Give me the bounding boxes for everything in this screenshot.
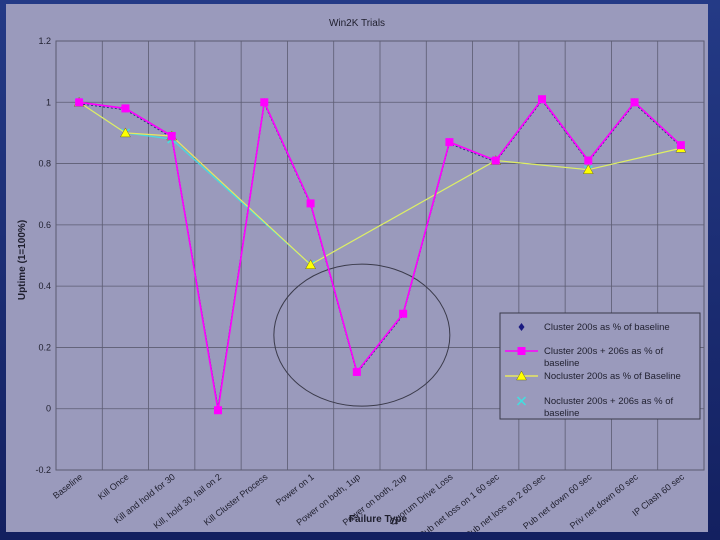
data-point-square bbox=[399, 309, 408, 318]
data-point-square bbox=[491, 156, 500, 165]
legend-entry-label: Nocluster 200s + 206s as % of bbox=[544, 396, 673, 407]
data-point-x bbox=[516, 396, 527, 406]
legend-entry-label: Cluster 200s + 206s as % of bbox=[544, 346, 663, 357]
data-point-square bbox=[121, 104, 130, 113]
data-point-square bbox=[306, 199, 315, 208]
data-point-square bbox=[75, 98, 84, 107]
y-tick-label: 1 bbox=[46, 97, 51, 107]
data-point-square bbox=[167, 131, 176, 140]
data-point-triangle bbox=[120, 127, 131, 138]
highlight-ellipse bbox=[273, 263, 451, 407]
y-tick-label: 0.8 bbox=[38, 159, 51, 169]
legend: Cluster 200s as % of baseline Cluster 200… bbox=[499, 312, 701, 420]
data-point-diamond bbox=[518, 323, 525, 331]
data-point-square bbox=[445, 138, 454, 147]
legend-entry-label: Cluster 200s as % of baseline bbox=[544, 322, 670, 333]
y-tick-label: 0.6 bbox=[38, 220, 51, 230]
series-line bbox=[79, 97, 682, 411]
data-point-square bbox=[538, 95, 546, 104]
x-axis-title: Failure Type bbox=[349, 514, 408, 525]
y-axis-title: Uptime (1=100%) bbox=[17, 220, 28, 300]
data-point-square bbox=[630, 98, 639, 107]
legend-entry-label: Nocluster 200s as % of Baseline bbox=[544, 371, 681, 382]
data-point-square bbox=[584, 156, 593, 165]
data-point-square bbox=[352, 367, 361, 376]
y-tick-label: 1.2 bbox=[38, 36, 51, 46]
legend-entry-label: baseline bbox=[544, 358, 579, 369]
y-tick-label: 0.2 bbox=[38, 342, 51, 352]
data-point-square bbox=[517, 347, 526, 355]
legend-box bbox=[499, 312, 701, 420]
y-tick-label: 0.4 bbox=[38, 281, 51, 291]
data-point-triangle bbox=[582, 164, 594, 174]
legend-entry-label: baseline bbox=[544, 408, 579, 419]
series-1 bbox=[75, 95, 685, 415]
data-point-square bbox=[260, 98, 269, 107]
data-point-triangle bbox=[305, 259, 316, 269]
y-tick-label: 0 bbox=[46, 404, 51, 414]
chart-title: Win2K Trials bbox=[329, 18, 385, 29]
uptime-line-chart: Win2K Trials -0.200.20.40.60.811.2 Basel… bbox=[6, 4, 708, 532]
data-point-square bbox=[214, 406, 222, 415]
data-point-square bbox=[676, 141, 685, 150]
data-point-triangle bbox=[516, 370, 527, 381]
y-tick-label: -0.2 bbox=[35, 465, 51, 475]
